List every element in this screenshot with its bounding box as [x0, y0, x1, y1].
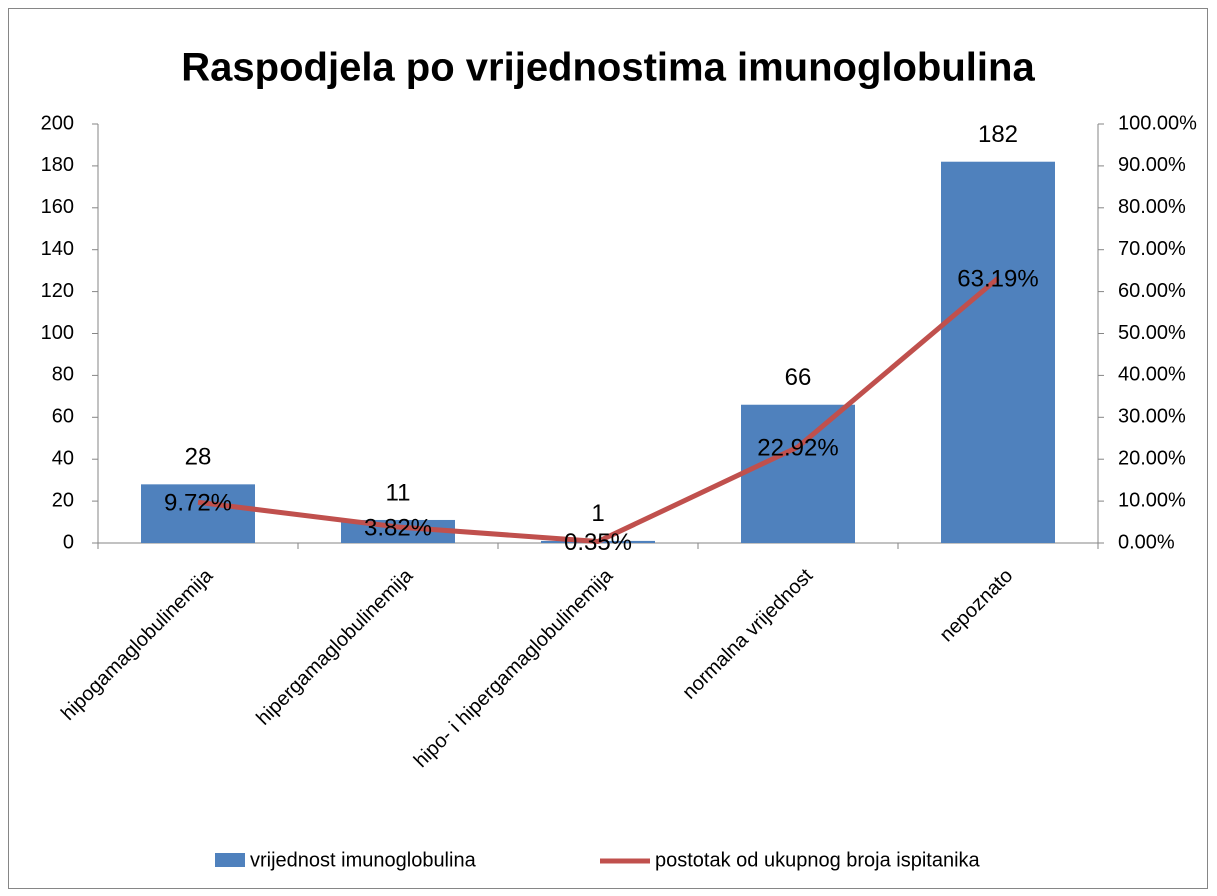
bar-value-label: 182 [978, 121, 1018, 148]
y2-tick-label: 90.00% [1118, 154, 1186, 176]
bar-value-label: 1 [591, 500, 604, 527]
line [197, 276, 1000, 545]
legend-swatch [215, 853, 245, 867]
y-tick-label: 60 [52, 406, 74, 428]
bar-value-label: 66 [785, 364, 812, 391]
y2-tick-label: 0.00% [1118, 531, 1175, 553]
y-tick-label: 0 [63, 531, 74, 553]
bar-value-label: 11 [386, 479, 411, 506]
bar [741, 404, 855, 543]
y2-tick-label: 100.00% [1118, 112, 1197, 134]
y2-tick-label: 60.00% [1118, 280, 1186, 302]
line-value-label: 9.72% [164, 490, 232, 517]
y-tick-label: 140 [41, 238, 74, 260]
y2-tick-label: 30.00% [1118, 406, 1186, 428]
bar-value-label: 28 [185, 444, 212, 471]
y2-tick-label: 20.00% [1118, 447, 1186, 469]
y2-tick-label: 50.00% [1118, 322, 1186, 344]
y-tick-label: 160 [41, 196, 74, 218]
y2-tick-label: 80.00% [1118, 196, 1186, 218]
y-tick-label: 100 [41, 322, 74, 344]
bar [141, 484, 255, 543]
chart-title: Raspodjela po vrijednostima imunoglobuli… [181, 46, 1035, 90]
y2-tick-label: 40.00% [1118, 364, 1186, 386]
y2-tick-label: 10.00% [1118, 489, 1186, 511]
line-value-label: 0.35% [564, 529, 632, 556]
y2-tick-label: 70.00% [1118, 238, 1186, 260]
legend-label: vrijednost imunoglobulina [250, 849, 477, 871]
y-tick-label: 180 [41, 154, 74, 176]
y-tick-label: 200 [41, 112, 74, 134]
line-value-label: 3.82% [364, 514, 432, 541]
y-tick-label: 120 [41, 280, 74, 302]
line-value-label: 22.92% [757, 434, 838, 461]
y-tick-label: 20 [52, 489, 74, 511]
y-tick-label: 40 [52, 447, 74, 469]
y-tick-label: 80 [52, 364, 74, 386]
legend-label: postotak od ukupnog broja ispitanika [655, 849, 981, 871]
bar [941, 161, 1055, 543]
line-value-label: 63.19% [957, 266, 1038, 293]
